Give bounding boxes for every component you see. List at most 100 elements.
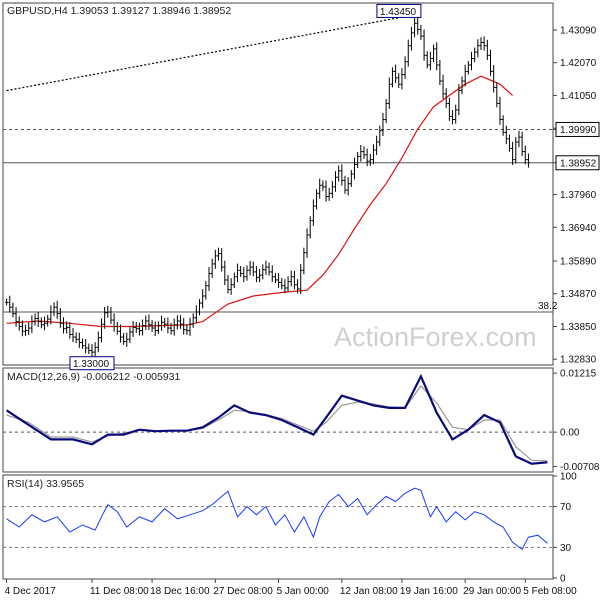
price-bar (330, 180, 334, 199)
price-bar (239, 266, 243, 277)
price-bar (207, 267, 211, 291)
price-bar (413, 17, 417, 38)
price-bar (150, 320, 154, 332)
price-bar (163, 317, 167, 328)
price-bar (349, 170, 353, 187)
price-bar (416, 16, 420, 35)
price-bar (343, 175, 347, 194)
price-bar (321, 180, 325, 191)
price-bar (270, 265, 274, 283)
price-bar (273, 272, 277, 284)
price-bar (24, 324, 28, 336)
macd-panel-title: MACD(12,26,9) -0.006212 -0.005931 (7, 371, 181, 383)
price-bar (188, 317, 192, 336)
price-bar (153, 321, 157, 336)
price-bar (327, 187, 331, 201)
price-bar (397, 73, 401, 89)
price-bar (65, 321, 69, 334)
price-bar (375, 135, 379, 155)
price-bar (179, 315, 183, 329)
rsi-lines (3, 487, 553, 551)
price-bar (194, 305, 198, 324)
price-bar (125, 332, 129, 347)
price-bar (258, 268, 262, 283)
price-bar (204, 281, 208, 300)
macd-lines (3, 373, 553, 465)
price-bar (147, 314, 151, 330)
price-tick-label: 1.41050 (560, 91, 597, 102)
price-bar (80, 338, 84, 349)
rsi-tick-label: 100 (560, 472, 577, 483)
price-bar (8, 295, 12, 313)
price-bar (523, 145, 527, 165)
price-panel-frame (2, 2, 554, 366)
price-bar (495, 82, 499, 108)
price-bar (501, 115, 505, 136)
price-bar (463, 64, 467, 87)
sma55-line (6, 75, 513, 328)
price-bar (337, 165, 341, 182)
price-bar (77, 332, 81, 348)
price-bar (191, 313, 195, 328)
price-bar (473, 47, 477, 63)
price-bar (17, 316, 21, 331)
price-bar (498, 96, 502, 125)
price-bar (131, 320, 135, 338)
macd-panel-frame (2, 367, 554, 473)
price-bar (403, 56, 407, 79)
price-bar (93, 342, 97, 357)
price-callout-box (376, 3, 422, 18)
price-bar (71, 328, 75, 343)
x-tick-label: 18 Dec 16:00 (150, 586, 210, 597)
price-bar (352, 157, 356, 180)
x-tick-label: 4 Dec 2017 (5, 586, 57, 597)
watermark: ActionForex.com (334, 322, 537, 352)
price-bar (488, 49, 492, 76)
price-bar (444, 88, 448, 108)
price-bar (406, 39, 410, 67)
price-bar (517, 130, 521, 148)
price-bar (315, 189, 319, 210)
price-bar (210, 258, 214, 278)
price-bar (172, 318, 176, 336)
x-tick-label: 12 Jan 08:00 (340, 586, 398, 597)
price-bar (213, 249, 217, 269)
rsi-tick-label: 0 (560, 574, 566, 585)
price-bar (283, 279, 287, 294)
price-tick-label: 1.37960 (560, 190, 597, 201)
price-bar (33, 313, 37, 326)
price-bar (318, 178, 322, 199)
price-bar (311, 199, 315, 226)
price-bar (39, 317, 43, 329)
price-bar (201, 289, 205, 309)
price-bar (390, 67, 394, 88)
price-bar (216, 247, 220, 261)
price-bar (223, 260, 227, 286)
price-bar (289, 270, 293, 287)
price-bar (346, 176, 350, 196)
rsi-tick-label: 30 (560, 543, 572, 554)
price-tick-label: 1.36940 (560, 223, 597, 234)
price-bar (466, 61, 470, 75)
price-bar (460, 76, 464, 95)
price-bar (296, 279, 300, 294)
price-bar (242, 266, 246, 283)
price-callout-box (69, 356, 115, 371)
price-bar (20, 320, 24, 337)
macd-line (5, 373, 548, 465)
price-bar (103, 306, 107, 329)
price-bar (514, 137, 518, 164)
x-tick-label: 19 Jan 16:00 (400, 586, 458, 597)
price-tick-label: 1.33850 (560, 322, 597, 333)
price-bar (27, 322, 31, 336)
price-tick-label: 1.32830 (560, 355, 597, 366)
price-bar (106, 305, 110, 318)
price-bar (387, 77, 391, 109)
price-bar (267, 262, 271, 276)
price-bar (504, 125, 508, 145)
price-tick-label: 1.39990 (560, 125, 597, 136)
price-levels (3, 128, 553, 313)
macd-tick-label: 0.01215 (560, 369, 597, 380)
price-bar (485, 39, 489, 61)
price-bar (492, 65, 496, 93)
